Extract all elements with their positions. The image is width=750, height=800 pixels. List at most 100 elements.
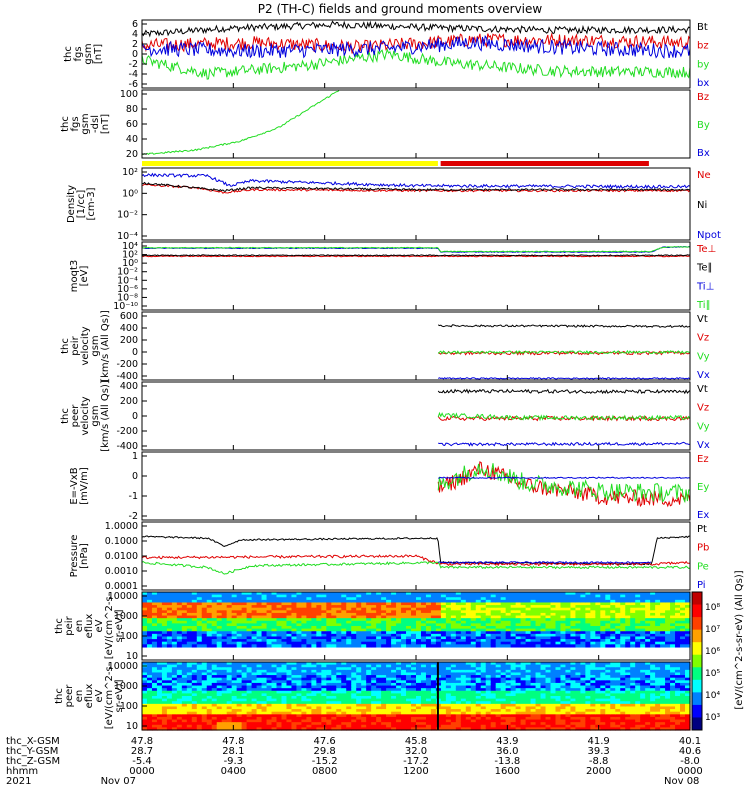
spectrogram-cell <box>261 615 268 619</box>
spectrogram-cell <box>565 620 572 624</box>
spectrogram-cell <box>291 719 298 723</box>
ylabel-line: thc <box>60 408 71 424</box>
spectrogram-cell <box>590 724 596 728</box>
spectrogram-cell <box>575 636 581 640</box>
spectrogram-cell <box>346 688 352 692</box>
spectrogram-cell <box>575 693 581 697</box>
ytick-label: -1 <box>129 491 138 502</box>
spectrogram-cell <box>420 664 427 668</box>
spectrogram-cell <box>450 620 457 624</box>
spectrogram-cell <box>460 612 467 617</box>
ytick-label: 0.0100 <box>105 551 138 562</box>
spectrogram-cell <box>550 698 557 702</box>
spectrogram-cell <box>560 714 567 718</box>
spectrogram-cell <box>181 667 188 671</box>
spectrogram-cell <box>276 727 283 731</box>
spectrogram-cell <box>480 690 487 694</box>
spectrogram-cell <box>655 615 661 619</box>
spectrogram-cell <box>146 724 153 728</box>
spectrogram-cell <box>425 724 432 728</box>
spectrogram-cell <box>450 626 457 630</box>
spectrogram-cell <box>406 664 412 668</box>
spectrogram-cell <box>480 615 487 619</box>
spectrogram-cell <box>266 677 273 681</box>
spectrogram-cell <box>286 722 293 726</box>
spectrogram-cell <box>525 698 532 702</box>
spectrogram-cell <box>211 716 218 721</box>
spectrogram-cell <box>545 633 552 638</box>
spectrogram-cell <box>416 599 422 604</box>
spectrogram-cell <box>525 612 532 617</box>
spectrogram-cell <box>391 722 397 726</box>
spectrogram-cell <box>376 599 382 604</box>
spectrogram-cell <box>326 714 332 718</box>
spectrogram-cell <box>216 690 223 694</box>
spectrogram-cell <box>425 688 432 692</box>
spectrogram-cell <box>470 602 477 606</box>
spectrogram-cell <box>386 685 392 689</box>
spectrogram-cell <box>336 724 342 728</box>
spectrogram-cell <box>485 711 492 715</box>
spectrogram-cell <box>505 615 512 619</box>
spectrogram-cell <box>286 602 293 606</box>
spectrogram-cell <box>570 610 577 614</box>
spectrogram-cell <box>371 724 377 728</box>
spectrogram-cell <box>416 605 422 609</box>
spectrogram-cell <box>361 644 367 648</box>
spectrogram-cell <box>331 672 337 676</box>
spectrogram-cell <box>430 675 437 679</box>
spectrogram-cell <box>386 594 392 598</box>
spectrogram-cell <box>226 680 233 684</box>
spectrogram-cell <box>425 615 432 619</box>
spectrogram-cell <box>550 631 557 635</box>
spectrogram-cell <box>381 696 387 700</box>
spectrogram-cell <box>520 724 527 728</box>
spectrogram-cell <box>301 607 307 611</box>
spectrogram-cell <box>560 641 567 645</box>
spectrogram-cell <box>525 639 532 643</box>
spectrogram-cell <box>286 693 293 697</box>
spectrogram-cell <box>420 672 427 676</box>
spectrogram-cell <box>251 709 258 713</box>
spectrogram-cell <box>470 623 477 627</box>
spectrogram-cell <box>645 626 651 630</box>
spectrogram-cell <box>311 711 317 715</box>
spectrogram-cell <box>151 690 158 694</box>
spectrogram-cell <box>680 605 686 609</box>
spectrogram-cell <box>416 626 422 630</box>
spectrogram-cell <box>356 636 362 640</box>
spectrogram-cell <box>550 620 557 624</box>
spectrogram-cell <box>336 709 342 713</box>
spectrogram-cell <box>406 701 412 705</box>
spectrogram-cell <box>435 636 442 640</box>
spectrogram-cell <box>580 711 586 715</box>
spectrogram-cell <box>620 680 626 684</box>
spectrogram-cell <box>366 716 372 721</box>
spectrogram-cell <box>440 633 447 638</box>
spectrogram-cell <box>211 602 218 606</box>
spectrogram-cell <box>142 620 148 624</box>
spectrogram-cell <box>585 685 591 689</box>
series-line-Vy <box>437 349 691 355</box>
spectrogram-cell <box>201 685 208 689</box>
spectrogram-cell <box>685 594 691 598</box>
spectrogram-cell <box>391 703 397 708</box>
spectrogram-cell <box>470 615 477 619</box>
spectrogram-cell <box>401 703 407 708</box>
spectrogram-cell <box>221 626 228 630</box>
spectrogram-cell <box>465 633 472 638</box>
spectrogram-cell <box>620 664 626 668</box>
spectrogram-cell <box>291 597 298 601</box>
spectrogram-cell <box>266 623 273 627</box>
spectrogram-cell <box>500 672 507 676</box>
spectrogram-cell <box>191 688 198 692</box>
spectrogram-cell <box>171 597 178 601</box>
spectrogram-cell <box>371 602 377 606</box>
spectrogram-cell <box>356 690 362 694</box>
spectrogram-cell <box>386 631 392 635</box>
spectrogram-cell <box>595 615 601 619</box>
spectrogram-cell <box>525 631 532 635</box>
spectrogram-cell <box>535 644 542 648</box>
spectrogram-cell <box>306 664 312 668</box>
spectrogram-cell <box>396 599 402 604</box>
